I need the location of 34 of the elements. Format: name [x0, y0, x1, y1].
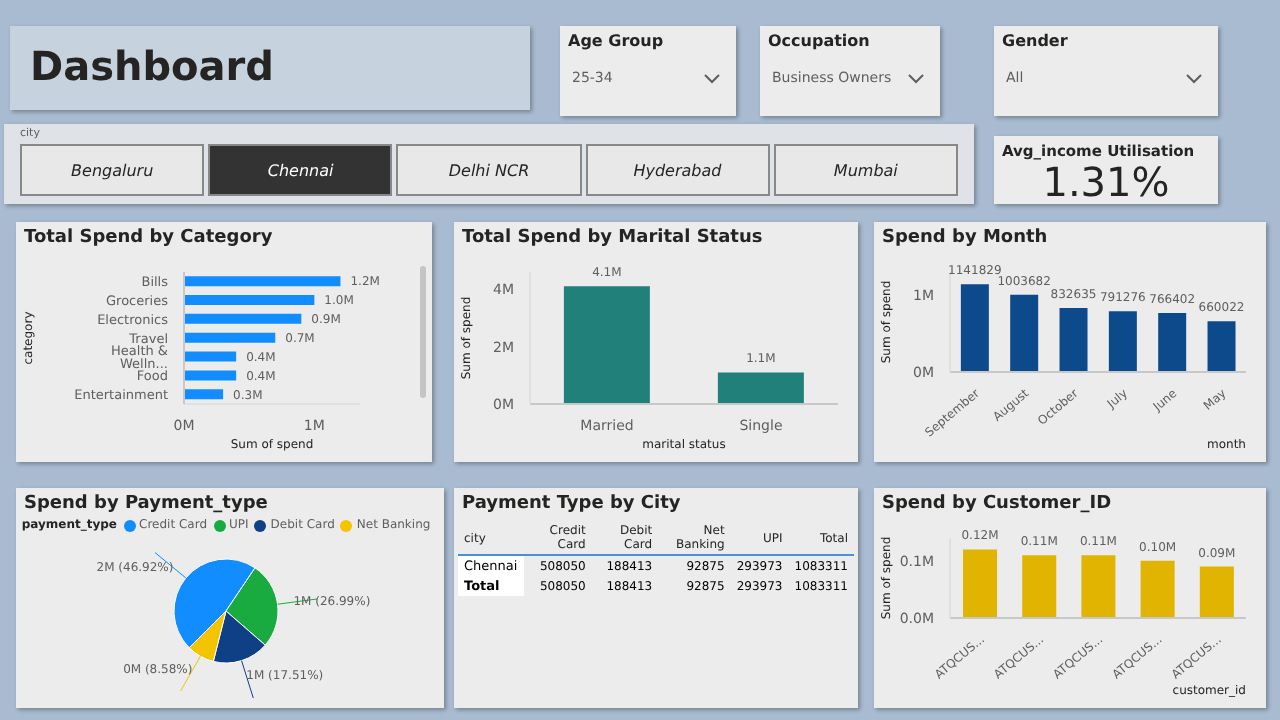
bar	[960, 284, 989, 372]
text: Gender	[1000, 30, 1070, 50]
text: Bengaluru	[20, 144, 205, 196]
text: Dashboard	[10, 26, 530, 106]
chart-title: Spend by Month	[880, 226, 1050, 248]
bar	[184, 313, 302, 324]
bar	[1108, 311, 1137, 372]
bar	[184, 276, 341, 287]
bar	[1081, 555, 1116, 618]
bar	[1010, 294, 1039, 372]
text: Occupation	[766, 30, 872, 50]
bar	[1199, 566, 1234, 618]
chart-title: Total Spend by Marital Status	[460, 226, 765, 248]
bar	[184, 295, 315, 306]
chart-title: Total Spend by Category	[22, 226, 275, 248]
bar	[184, 351, 237, 362]
bar	[184, 332, 276, 343]
bar	[1207, 321, 1236, 372]
text: Hyderabad	[585, 144, 770, 196]
chart-title: Spend by Customer_ID	[880, 492, 1114, 514]
bar	[963, 549, 998, 618]
bar	[1022, 555, 1057, 618]
bar	[1158, 313, 1187, 372]
text: Delhi NCR	[396, 144, 582, 196]
bar	[184, 389, 224, 400]
bar	[1140, 560, 1175, 618]
bar	[184, 370, 237, 381]
chart-title: Spend by Payment_type	[22, 492, 270, 514]
text: Age Group	[566, 30, 666, 50]
text: Chennai	[208, 144, 393, 196]
chart-title: Payment Type by City	[460, 492, 683, 514]
text: Mumbai	[773, 144, 959, 196]
bar	[1059, 307, 1088, 372]
text: 1.31%	[1042, 158, 1172, 206]
